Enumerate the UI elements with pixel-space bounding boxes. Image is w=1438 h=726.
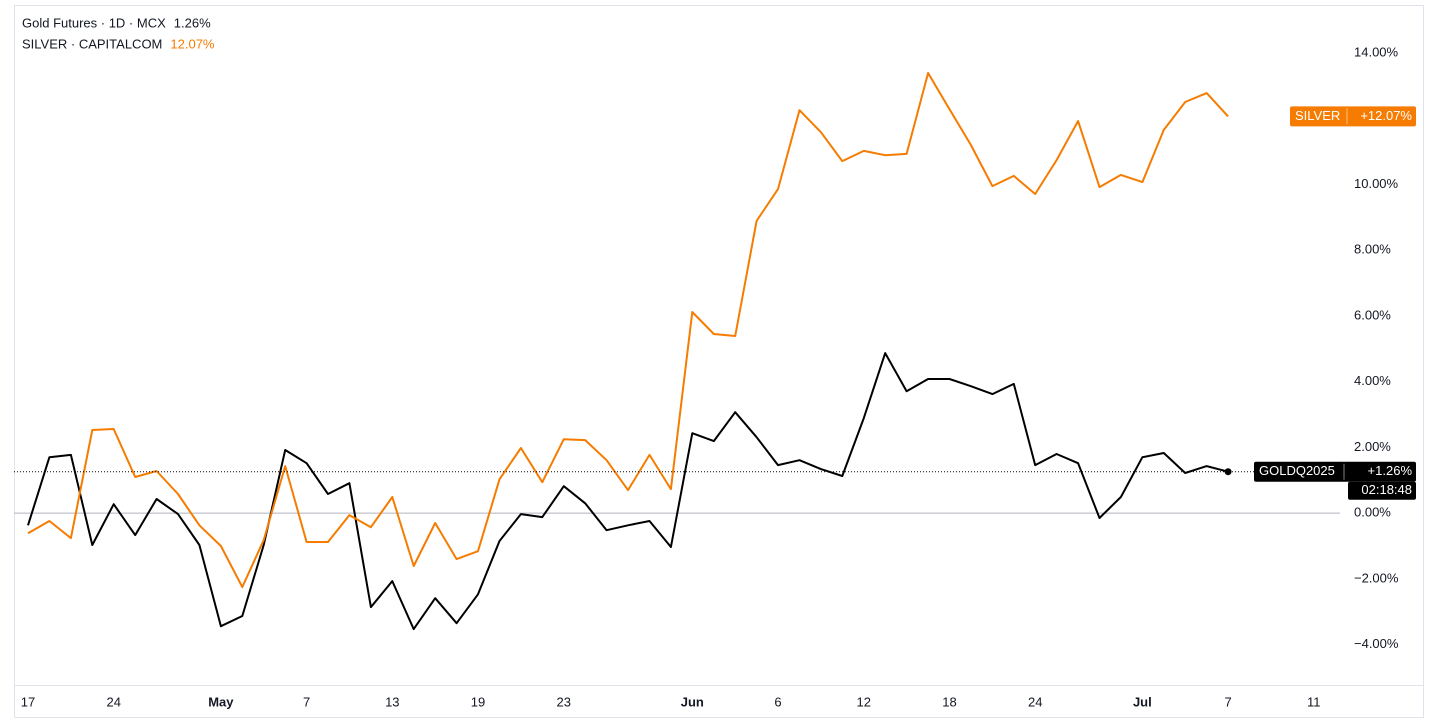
x-tick-label: Jun [681, 694, 704, 709]
legend-name: Gold Futures · 1D · MCX [22, 15, 166, 30]
y-tick-label: −4.00% [1354, 636, 1399, 651]
x-tick-label: 6 [774, 694, 781, 709]
tag-name: SILVER [1295, 108, 1340, 123]
y-tick-label: 14.00% [1354, 44, 1399, 59]
tag-box [1290, 106, 1416, 127]
legend-name: SILVER · CAPITALCOM [22, 36, 162, 51]
x-tick-label: 24 [106, 694, 120, 709]
x-tick-label: 7 [1224, 694, 1231, 709]
x-tick-label: 13 [385, 694, 399, 709]
series-line [27, 352, 1229, 631]
legend-value: 1.26% [174, 15, 211, 30]
y-tick-label: 4.00% [1354, 373, 1391, 388]
x-tick-label: 7 [303, 694, 310, 709]
x-tick-label: 23 [557, 694, 571, 709]
x-tick-label: 18 [942, 694, 956, 709]
legend-value: 12.07% [170, 36, 215, 51]
y-tick-label: 0.00% [1354, 505, 1391, 520]
tag-name: GOLDQ2025 [1259, 463, 1335, 478]
y-tick-label: 2.00% [1354, 439, 1391, 454]
x-tick-label: 19 [471, 694, 485, 709]
tag-box [1254, 461, 1416, 482]
x-tick-label: 24 [1028, 694, 1042, 709]
x-tick-label: 11 [1307, 694, 1321, 709]
y-tick-label: 10.00% [1354, 176, 1399, 191]
last-point [1224, 468, 1232, 476]
countdown-box [1348, 481, 1416, 500]
tag-value: +12.07% [1360, 108, 1412, 123]
x-tick-label: May [208, 694, 234, 709]
frame [14, 5, 1424, 718]
tag-value: +1.26% [1368, 463, 1413, 478]
x-tick-label: Jul [1133, 694, 1152, 709]
series-line [27, 72, 1229, 589]
countdown: 02:18:48 [1361, 482, 1412, 497]
x-tick-label: 12 [857, 694, 871, 709]
y-tick-label: 8.00% [1354, 242, 1391, 257]
y-tick-label: 6.00% [1354, 307, 1391, 322]
x-tick-label: 17 [21, 694, 35, 709]
y-tick-label: −2.00% [1354, 570, 1399, 585]
